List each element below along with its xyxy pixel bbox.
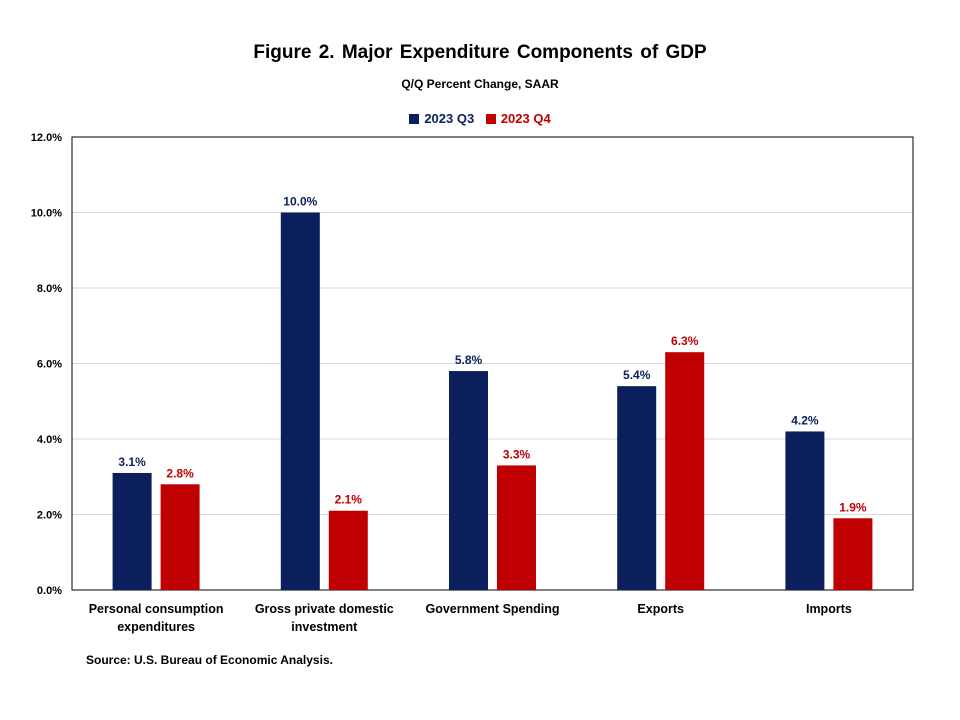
bar <box>449 371 488 590</box>
data-label: 3.3% <box>503 447 531 461</box>
y-tick-label: 4.0% <box>37 434 62 446</box>
data-label: 10.0% <box>283 195 317 209</box>
chart-subtitle: Q/Q Percent Change, SAAR <box>401 77 559 91</box>
bar <box>617 386 657 590</box>
x-category-label: Personal consumption <box>89 602 224 616</box>
data-label: 6.3% <box>671 334 699 348</box>
chart-title: Figure 2. Major Expenditure Components o… <box>253 42 707 63</box>
data-label: 5.8% <box>455 353 483 367</box>
x-category-label: investment <box>291 620 358 634</box>
source-note: Source: U.S. Bureau of Economic Analysis… <box>86 653 333 667</box>
bar <box>665 352 705 590</box>
legend-item-q4: 2023 Q4 <box>485 111 551 126</box>
bar <box>497 465 536 590</box>
legend-label-q3: 2023 Q3 <box>424 111 475 126</box>
bar <box>833 518 873 590</box>
legend-swatch-q3 <box>409 113 420 124</box>
data-label: 2.1% <box>335 493 363 507</box>
x-category-label: expenditures <box>117 620 195 634</box>
legend-label-q4: 2023 Q4 <box>500 111 551 126</box>
y-tick-label: 6.0% <box>37 359 62 371</box>
data-label: 2.8% <box>166 466 194 480</box>
y-tick-label: 0.0% <box>37 585 62 597</box>
bar <box>112 472 152 590</box>
legend-item-q3: 2023 Q3 <box>409 111 474 126</box>
data-label: 5.4% <box>623 368 651 382</box>
x-category-label: Exports <box>637 602 684 616</box>
bar <box>280 212 320 590</box>
data-label: 3.1% <box>118 455 146 469</box>
bar <box>328 510 368 590</box>
y-tick-label: 10.0% <box>31 208 62 220</box>
y-tick-label: 8.0% <box>37 283 62 295</box>
bar <box>785 431 825 590</box>
plot-area-border <box>71 136 914 591</box>
y-tick-label: 2.0% <box>37 510 62 522</box>
bar <box>160 484 200 590</box>
legend-swatch-q4 <box>485 113 496 124</box>
y-tick-label: 12.0% <box>31 132 62 144</box>
legend: 2023 Q3 2023 Q4 <box>0 111 960 127</box>
x-category-label: Imports <box>806 602 852 616</box>
data-label: 4.2% <box>791 413 819 427</box>
x-category-label: Gross private domestic <box>255 602 394 616</box>
x-category-label: Government Spending <box>425 602 559 616</box>
data-label: 1.9% <box>839 500 867 514</box>
